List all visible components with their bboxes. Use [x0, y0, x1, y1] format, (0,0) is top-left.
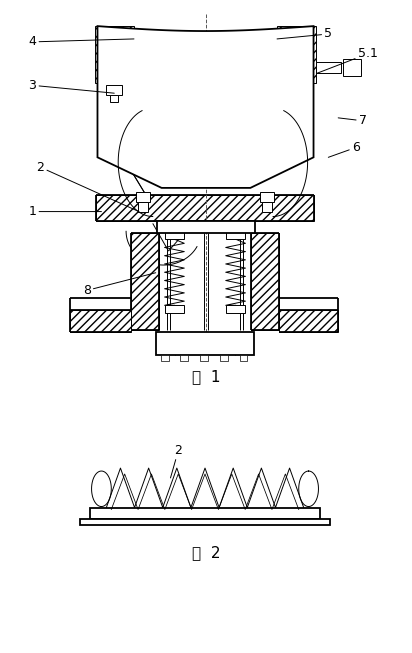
Polygon shape [70, 310, 131, 332]
Bar [156, 332, 254, 355]
Bar [157, 221, 255, 233]
Polygon shape [277, 26, 316, 84]
Text: 6: 6 [328, 141, 360, 157]
Text: 2: 2 [36, 161, 139, 212]
Text: 图  2: 图 2 [192, 545, 220, 560]
Bar [239, 355, 248, 360]
Bar [316, 61, 341, 73]
Bar [180, 355, 188, 360]
Polygon shape [94, 26, 134, 84]
Text: 4: 4 [28, 35, 134, 48]
Text: 8: 8 [83, 273, 156, 297]
Bar [200, 355, 208, 360]
Text: 5: 5 [277, 27, 332, 40]
Polygon shape [279, 310, 338, 332]
Polygon shape [96, 195, 314, 221]
Bar [226, 231, 246, 239]
Polygon shape [98, 26, 314, 188]
Text: 2: 2 [171, 444, 183, 478]
Bar [138, 202, 148, 212]
Polygon shape [131, 233, 159, 330]
Bar [106, 86, 122, 95]
Bar [220, 355, 228, 360]
Bar [136, 192, 150, 202]
Text: 5.1: 5.1 [316, 47, 378, 73]
Bar [161, 355, 169, 360]
Bar [226, 306, 246, 313]
Bar [80, 519, 330, 525]
Bar [110, 95, 118, 102]
Polygon shape [251, 233, 279, 330]
Bar [89, 507, 321, 519]
Text: 7: 7 [338, 114, 367, 127]
Bar [164, 231, 184, 239]
Bar [260, 192, 274, 202]
Text: 3: 3 [28, 79, 114, 93]
Bar [164, 306, 184, 313]
Bar [343, 59, 361, 76]
Text: 1: 1 [28, 205, 101, 218]
Text: 图  1: 图 1 [192, 370, 220, 385]
Bar [262, 202, 272, 212]
